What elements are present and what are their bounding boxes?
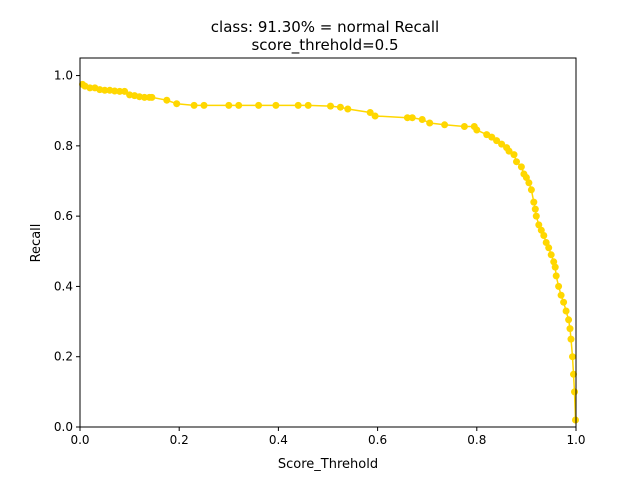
data-point xyxy=(403,114,411,122)
data-point xyxy=(493,137,501,145)
data-point xyxy=(567,335,575,343)
data-point xyxy=(531,205,539,213)
data-point xyxy=(141,93,148,101)
y-tick-label: 0.4 xyxy=(54,279,73,293)
data-point xyxy=(565,316,573,324)
y-tick-label: 0.2 xyxy=(54,350,73,364)
data-point xyxy=(408,114,416,122)
data-point xyxy=(513,158,520,166)
data-point xyxy=(571,388,578,396)
data-point xyxy=(551,263,559,271)
data-point xyxy=(366,109,374,116)
data-point xyxy=(537,226,545,234)
data-point xyxy=(148,93,156,101)
data-point xyxy=(235,101,243,109)
data-point xyxy=(473,126,481,134)
data-point xyxy=(488,133,496,141)
data-point xyxy=(566,325,574,333)
data-point xyxy=(569,353,576,361)
x-tick-label: 0.4 xyxy=(269,433,288,447)
data-point xyxy=(532,212,540,220)
x-axis-label: Score_Threhold xyxy=(278,457,378,472)
x-tick-label: 0.2 xyxy=(170,433,189,447)
chart-subtitle: score_threhold=0.5 xyxy=(251,36,398,55)
chart-title: class: 91.30% = normal Recall xyxy=(211,18,439,36)
data-point xyxy=(542,239,550,246)
data-point xyxy=(505,147,513,155)
data-point xyxy=(545,244,553,252)
x-tick-label: 0.8 xyxy=(467,433,486,447)
y-tick-label: 0.8 xyxy=(54,139,73,153)
data-point xyxy=(540,232,548,239)
data-point xyxy=(522,174,530,181)
data-point xyxy=(86,84,94,92)
data-point xyxy=(498,140,506,148)
data-point xyxy=(116,87,124,95)
data-point xyxy=(272,101,280,109)
axes: 0.0 0.2 0.4 0.6 0.8 1.0 0.0 0.2 0.4 0.6 0.8 1.0 xyxy=(54,57,586,447)
data-point xyxy=(530,198,538,206)
data-point xyxy=(225,101,233,109)
data-point xyxy=(547,251,555,259)
data-point xyxy=(327,102,334,110)
data-point xyxy=(560,298,568,306)
data-point xyxy=(121,87,129,95)
data-point xyxy=(344,105,352,113)
data-point xyxy=(304,101,312,109)
data-point xyxy=(336,103,344,111)
y-axis-label: Recall xyxy=(29,224,44,263)
plot-area xyxy=(79,80,579,424)
data-point xyxy=(200,101,208,109)
data-point xyxy=(570,370,577,378)
data-point xyxy=(550,258,558,266)
data-point xyxy=(255,101,263,109)
data-point xyxy=(111,87,119,95)
data-point xyxy=(510,151,518,159)
x-tick-label: 0.0 xyxy=(70,433,89,447)
data-point xyxy=(101,86,109,94)
data-point xyxy=(173,100,181,108)
data-point xyxy=(426,119,434,127)
data-point xyxy=(527,186,535,194)
data-point xyxy=(555,282,563,290)
y-tick-label: 0.0 xyxy=(54,420,73,434)
data-point xyxy=(441,121,449,129)
data-point xyxy=(371,112,379,120)
plot-frame xyxy=(79,57,577,428)
y-tick-label: 0.6 xyxy=(54,209,73,223)
data-point xyxy=(535,221,543,229)
data-point xyxy=(418,116,426,123)
data-point xyxy=(294,101,302,109)
x-tick-label: 1.0 xyxy=(566,433,585,447)
data-point xyxy=(190,101,198,109)
data-point xyxy=(460,123,468,130)
data-point xyxy=(517,163,525,171)
data-point xyxy=(557,291,565,299)
data-point xyxy=(552,272,560,280)
x-tick-label: 0.6 xyxy=(368,433,387,447)
data-point xyxy=(525,179,533,187)
data-point xyxy=(163,96,171,104)
data-point xyxy=(562,307,570,315)
y-tick-label: 1.0 xyxy=(54,69,73,83)
